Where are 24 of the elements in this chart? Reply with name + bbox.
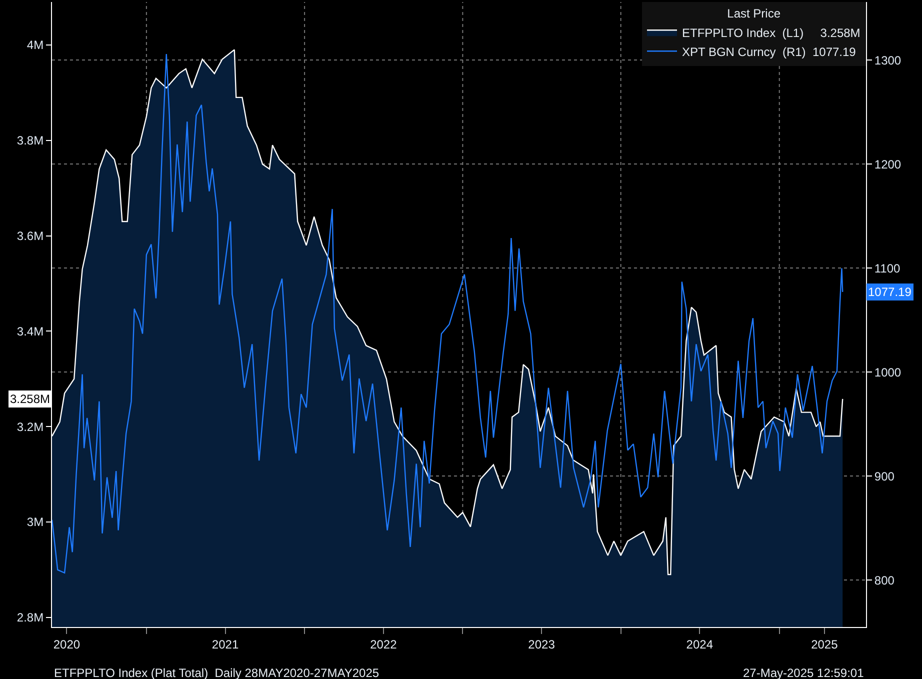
y-tick-label: 3.2M (16, 420, 44, 434)
y-tick-label: 3.6M (16, 228, 44, 243)
y-tick-label: 2.8M (16, 610, 44, 625)
y-tick-label: 3M (26, 515, 44, 530)
y2-tick-label: 1300 (874, 53, 902, 68)
x-tick-label: 2023 (528, 637, 556, 652)
y-tick-label: 4M (26, 38, 44, 52)
y2-tick-label: 900 (874, 469, 895, 484)
y2-tick-label: 1000 (874, 365, 902, 380)
y2-tick-label: 1100 (874, 261, 901, 276)
y2-tick-label: 1200 (874, 157, 902, 172)
x-tick-label: 2024 (686, 637, 714, 652)
x-tick-label: 2021 (212, 637, 239, 652)
x-tick-label: 2022 (370, 637, 398, 652)
legend-label: ETFPPLTO Index (L1) 3.258M (682, 26, 860, 40)
y-tick-label: 3.4M (16, 324, 44, 338)
y-tick-label: 3.8M (16, 134, 44, 148)
text: 3.258M (10, 392, 50, 406)
x-tick-label: 2020 (53, 637, 80, 652)
text: 1077.19 (868, 285, 912, 299)
legend-title: Last Price (727, 6, 781, 21)
x-tick-label: 2025 (811, 637, 838, 652)
legend-label: XPT BGN Curncy (R1) 1077.19 (682, 44, 856, 59)
y2-tick-label: 800 (874, 573, 895, 588)
